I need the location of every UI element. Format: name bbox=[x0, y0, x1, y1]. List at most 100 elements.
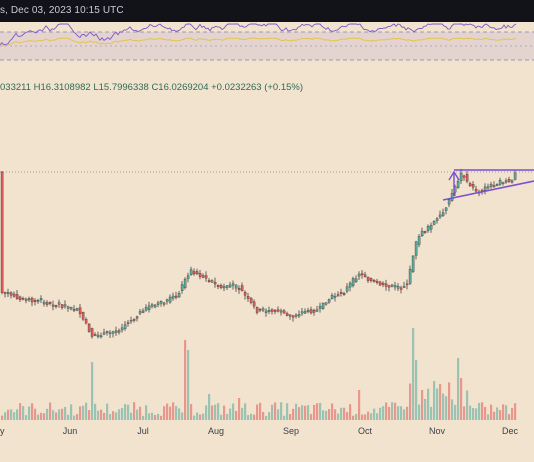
volume-bar bbox=[430, 406, 433, 420]
volume-bar bbox=[304, 405, 307, 420]
candle-bearish bbox=[291, 315, 295, 318]
candle-bearish bbox=[141, 310, 145, 313]
candle-bullish bbox=[105, 331, 109, 333]
candle-bullish bbox=[228, 284, 232, 288]
volume-bar bbox=[406, 406, 409, 420]
candle-bearish bbox=[51, 304, 55, 307]
candle-bullish bbox=[459, 172, 463, 182]
volume-bar bbox=[37, 414, 40, 420]
volume-bar bbox=[16, 409, 19, 420]
candle-bullish bbox=[327, 299, 331, 303]
candle-bullish bbox=[441, 212, 445, 216]
volume-bar bbox=[334, 409, 337, 420]
volume-bar bbox=[502, 404, 505, 420]
volume-bar bbox=[379, 407, 382, 420]
candle-bearish bbox=[270, 309, 274, 312]
candle-bearish bbox=[276, 309, 280, 312]
candle-bullish bbox=[279, 310, 283, 313]
volume-bar bbox=[418, 404, 421, 420]
volume-bar bbox=[259, 402, 262, 420]
candle-bullish bbox=[447, 199, 451, 205]
volume-bar bbox=[223, 405, 226, 420]
candle-bearish bbox=[375, 281, 379, 283]
volume-bar bbox=[391, 402, 394, 420]
candle-bearish bbox=[423, 231, 427, 233]
candle-bullish bbox=[99, 335, 103, 338]
chart-title-timestamp: s, Dec 03, 2023 10:15 UTC bbox=[0, 5, 124, 16]
candle-bearish bbox=[204, 275, 208, 279]
volume-bar bbox=[172, 402, 175, 420]
volume-bar bbox=[505, 405, 508, 420]
candle-bearish bbox=[60, 304, 64, 308]
candle-bearish bbox=[465, 173, 469, 182]
candle-bearish bbox=[84, 319, 88, 324]
volume-bar bbox=[133, 402, 136, 420]
candle-bullish bbox=[330, 295, 334, 300]
candle-bullish bbox=[489, 184, 493, 187]
candle-bullish bbox=[495, 184, 499, 186]
volume-bar bbox=[400, 406, 403, 420]
candle-bearish bbox=[9, 292, 13, 296]
candle-bearish bbox=[216, 284, 220, 287]
candle-bullish bbox=[153, 304, 157, 308]
volume-bar bbox=[412, 328, 415, 420]
volume-bar bbox=[499, 410, 502, 420]
candle-bearish bbox=[174, 295, 178, 298]
candle-bearish bbox=[219, 285, 223, 288]
volume-bar bbox=[316, 403, 319, 420]
candle-bearish bbox=[237, 288, 241, 290]
x-axis-tick-label: Aug bbox=[208, 426, 224, 436]
candle-bullish bbox=[432, 221, 436, 225]
volume-bar bbox=[424, 398, 427, 420]
candle-bullish bbox=[390, 284, 394, 287]
volume-bar bbox=[217, 403, 220, 420]
candle-bearish bbox=[372, 280, 376, 282]
candle-bearish bbox=[336, 294, 340, 297]
candle-bullish bbox=[324, 302, 328, 305]
x-axis-tick-label: Oct bbox=[358, 426, 373, 436]
candle-bearish bbox=[462, 175, 466, 178]
volume-bar bbox=[247, 415, 250, 420]
volume-bar bbox=[190, 404, 193, 420]
candle-bearish bbox=[504, 180, 508, 183]
candle-bullish bbox=[57, 302, 61, 305]
ohlc-readout: 033211 H16.3108982 L15.7996338 C16.02692… bbox=[0, 82, 304, 93]
volume-bar bbox=[73, 415, 76, 420]
candle-bearish bbox=[285, 313, 289, 316]
candle-bullish bbox=[180, 284, 184, 291]
volume-bar bbox=[10, 409, 13, 420]
volume-bar bbox=[199, 414, 202, 420]
candle-bullish bbox=[96, 334, 100, 337]
candle-bullish bbox=[225, 285, 229, 288]
volume-bar bbox=[40, 412, 43, 420]
volume-bar bbox=[469, 405, 472, 420]
volume-bar bbox=[373, 408, 376, 420]
volume-bar bbox=[208, 394, 211, 420]
candle-bearish bbox=[240, 285, 244, 291]
candle-bearish bbox=[45, 302, 49, 305]
volume-bar bbox=[301, 405, 304, 420]
volume-bar bbox=[349, 404, 352, 420]
volume-bar bbox=[448, 382, 451, 420]
candle-bullish bbox=[36, 299, 40, 302]
candle-bearish bbox=[48, 302, 52, 304]
volume-bar bbox=[415, 360, 418, 420]
volume-bar bbox=[286, 403, 289, 420]
candle-bullish bbox=[69, 307, 73, 310]
volume-bar bbox=[175, 405, 178, 420]
volume-bar bbox=[433, 380, 436, 420]
chart-header-bar: s, Dec 03, 2023 10:15 UTC bbox=[0, 0, 534, 22]
candle-bullish bbox=[144, 307, 148, 311]
volume-bar bbox=[385, 402, 388, 420]
volume-bar bbox=[511, 407, 514, 420]
volume-bar bbox=[196, 412, 199, 420]
volume-bar bbox=[232, 403, 235, 420]
volume-bar bbox=[382, 406, 385, 420]
candle-bearish bbox=[258, 308, 262, 311]
volume-bar bbox=[127, 404, 130, 420]
candle-bullish bbox=[456, 181, 460, 188]
volume-bar bbox=[13, 412, 16, 420]
candle-bearish bbox=[21, 298, 25, 300]
volume-bar bbox=[55, 412, 58, 420]
